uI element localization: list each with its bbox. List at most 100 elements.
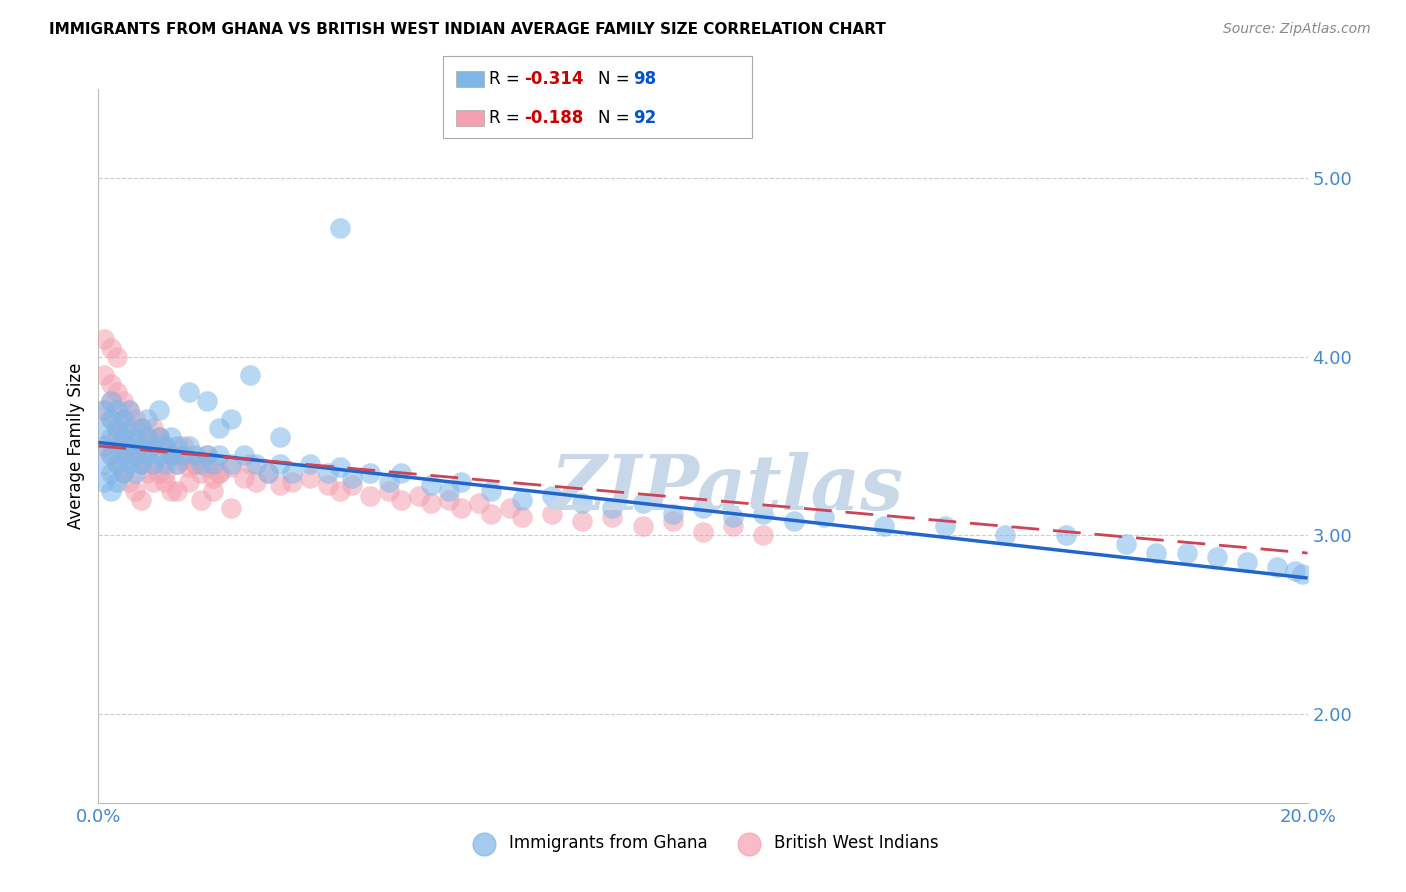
Point [93, 368, 115, 382]
Point [118, 448, 141, 462]
Point [184, 448, 207, 462]
Point [281, 475, 304, 489]
Point [172, 439, 194, 453]
Point [299, 471, 322, 485]
Point [111, 412, 134, 426]
Point [100, 394, 122, 409]
Point [202, 471, 225, 485]
Text: IMMIGRANTS FROM GHANA VS BRITISH WEST INDIAN AVERAGE FAMILY SIZE CORRELATION CHA: IMMIGRANTS FROM GHANA VS BRITISH WEST IN… [49, 22, 886, 37]
Point [498, 501, 520, 516]
Point [148, 448, 170, 462]
Point [329, 483, 352, 498]
Point [468, 496, 491, 510]
Point [118, 403, 141, 417]
Point [1291, 567, 1313, 582]
Point [420, 478, 443, 492]
Point [160, 448, 183, 462]
Point [602, 501, 624, 516]
Point [124, 483, 146, 498]
Point [631, 496, 654, 510]
Point [316, 478, 339, 492]
Point [105, 457, 128, 471]
Point [105, 350, 128, 364]
Text: N =: N = [598, 109, 634, 127]
Point [329, 221, 352, 235]
Point [153, 475, 176, 489]
Point [245, 475, 267, 489]
Point [135, 430, 157, 444]
Point [93, 439, 115, 453]
Point [179, 460, 201, 475]
Point [100, 376, 122, 391]
Point [124, 412, 146, 426]
Point [540, 507, 562, 521]
Point [269, 478, 291, 492]
Point [1267, 560, 1289, 574]
Point [129, 421, 152, 435]
Point [124, 466, 146, 480]
Point [245, 457, 267, 471]
Point [124, 421, 146, 435]
Point [184, 457, 207, 471]
Point [873, 519, 896, 533]
Point [783, 514, 806, 528]
Point [153, 466, 176, 480]
Point [135, 448, 157, 462]
Point [1144, 546, 1167, 560]
Point [148, 466, 170, 480]
Point [124, 430, 146, 444]
Point [752, 507, 775, 521]
Point [631, 519, 654, 533]
Point [100, 483, 122, 498]
Point [111, 466, 134, 480]
Point [299, 457, 322, 471]
Point [105, 403, 128, 417]
Point [195, 448, 218, 462]
Point [93, 403, 115, 417]
Text: N =: N = [598, 70, 634, 88]
Point [118, 457, 141, 471]
Point [342, 471, 364, 485]
Text: -0.314: -0.314 [524, 70, 583, 88]
Point [142, 457, 165, 471]
Text: R =: R = [489, 70, 526, 88]
Point [111, 430, 134, 444]
Point [179, 385, 201, 400]
Point [100, 448, 122, 462]
Text: -0.188: -0.188 [524, 109, 583, 127]
Point [190, 457, 212, 471]
Point [813, 510, 835, 524]
Point [153, 439, 176, 453]
Point [661, 507, 683, 521]
Point [148, 430, 170, 444]
Point [153, 439, 176, 453]
Point [239, 368, 262, 382]
Point [208, 466, 231, 480]
Point [221, 457, 243, 471]
Point [148, 430, 170, 444]
Point [160, 430, 183, 444]
Point [93, 403, 115, 417]
Point [118, 403, 141, 417]
Point [481, 507, 503, 521]
Point [571, 496, 593, 510]
Point [208, 466, 231, 480]
Point [118, 421, 141, 435]
Point [360, 489, 382, 503]
Point [100, 394, 122, 409]
Point [510, 492, 533, 507]
Point [202, 483, 225, 498]
Text: 98: 98 [633, 70, 655, 88]
Point [723, 510, 745, 524]
Point [232, 471, 254, 485]
Point [118, 475, 141, 489]
Text: ZIPatlas: ZIPatlas [551, 452, 904, 525]
Point [100, 466, 122, 480]
Y-axis label: Average Family Size: Average Family Size [66, 363, 84, 529]
Point [377, 483, 399, 498]
Point [129, 457, 152, 471]
Point [540, 489, 562, 503]
Point [135, 412, 157, 426]
Point [269, 457, 291, 471]
Point [105, 430, 128, 444]
